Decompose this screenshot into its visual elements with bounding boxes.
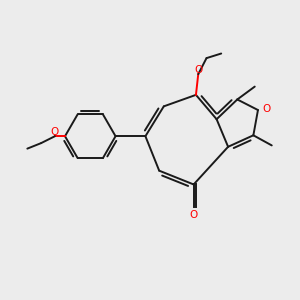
- Text: O: O: [194, 64, 202, 75]
- Text: O: O: [51, 127, 59, 137]
- Text: O: O: [190, 210, 198, 220]
- Text: O: O: [262, 104, 270, 114]
